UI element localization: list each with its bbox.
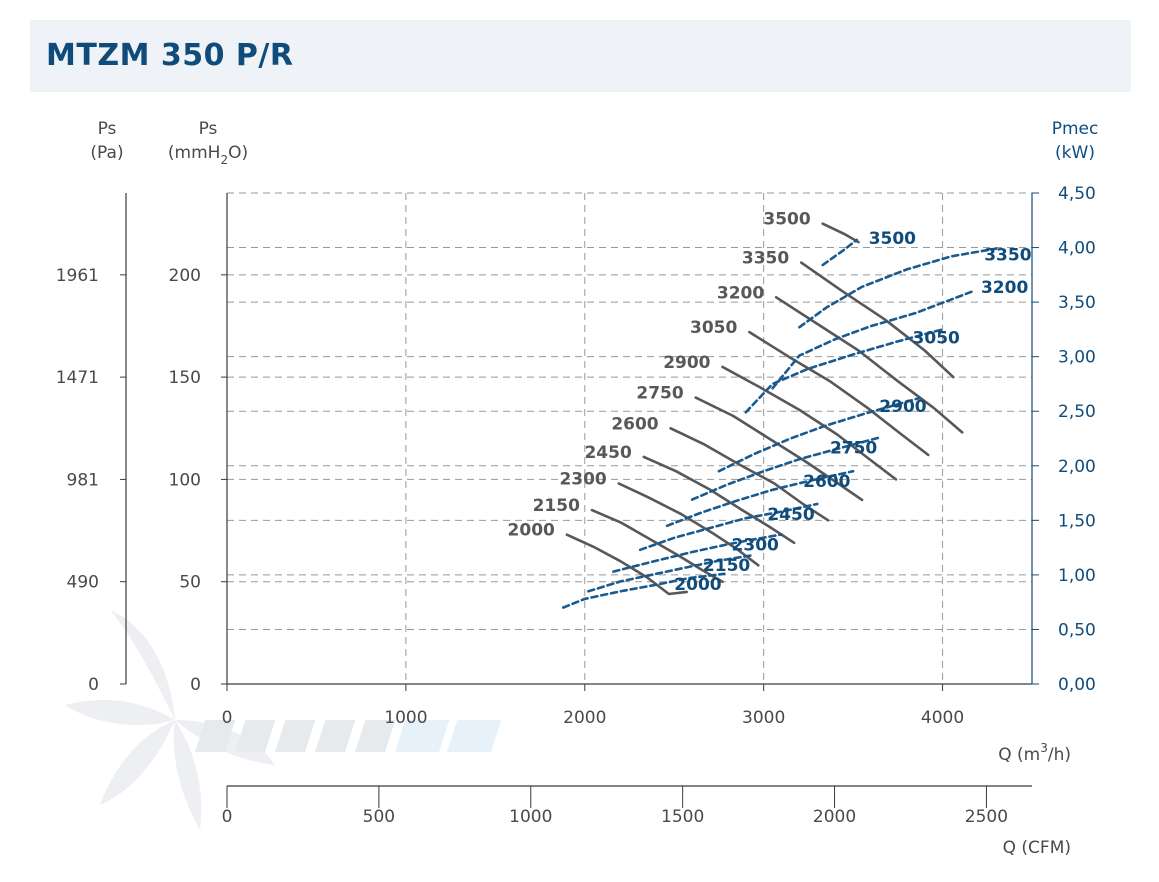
tick-label-flow-2: 2000 — [563, 708, 606, 728]
tick-label-mmh2o-1: 50 — [179, 573, 201, 593]
power-curve-2900 — [717, 396, 921, 473]
tick-label-mmh2o-2: 100 — [169, 470, 201, 490]
pressure-curve-label-3500: 3500 — [763, 210, 810, 230]
chart-grid — [227, 192, 1032, 684]
pressure-curve-2450 — [642, 455, 796, 545]
pressure-curve-label-3050: 3050 — [690, 318, 737, 338]
power-curve-label-3200: 3200 — [981, 278, 1028, 298]
power-curve-2000 — [562, 572, 726, 609]
tick-label-pa-1: 490 — [67, 573, 99, 593]
tick-label-cfm-3: 1500 — [661, 807, 704, 827]
tick-label-mmh2o-0: 0 — [190, 675, 201, 695]
pressure-curve-3050 — [748, 330, 930, 457]
x-axis-flow-title-base: Q (m — [998, 745, 1040, 765]
x-axis-flow-title: Q (m3/h) — [998, 741, 1071, 765]
y-axis-pa-title: Ps — [98, 119, 117, 139]
pressure-curve-2150 — [590, 508, 724, 583]
power-curve-label-2600: 2600 — [803, 472, 850, 492]
fan-logo-watermark — [65, 610, 502, 830]
tick-label-power-1: 0,50 — [1058, 620, 1096, 640]
power-curve-label-2300: 2300 — [732, 536, 779, 556]
pressure-curve-2900 — [721, 365, 898, 481]
power-curve-label-2900: 2900 — [879, 397, 926, 417]
pressure-curve-label-2900: 2900 — [663, 353, 710, 373]
power-curve-2600 — [665, 469, 855, 528]
power-curve-3050 — [744, 328, 944, 414]
tick-label-power-9: 4,50 — [1058, 184, 1096, 204]
y-axis-mmh2o-unit-base: (mmH — [168, 143, 221, 163]
tick-label-power-7: 3,50 — [1058, 293, 1096, 313]
tick-label-power-5: 2,50 — [1058, 402, 1096, 422]
tick-label-power-0: 0,00 — [1058, 675, 1096, 695]
power-curve-label-2750: 2750 — [830, 438, 877, 458]
pressure-curve-2000 — [565, 533, 688, 596]
y-axis-power-title: Pmec — [1052, 119, 1099, 139]
y-axis-mmh2o-unit-sub: 2 — [220, 153, 228, 167]
power-curve-2450 — [638, 502, 819, 552]
power-curve-label-3500: 3500 — [869, 229, 916, 249]
pressure-curve-label-2600: 2600 — [611, 414, 658, 434]
y-axis-mmh2o-unit-end: O) — [228, 143, 248, 163]
pressure-curve-2300 — [617, 482, 760, 567]
page-title: MTZM 350 P/R — [46, 38, 294, 73]
y-axis-mmh2o-unit: (mmH2O) — [168, 143, 248, 167]
tick-label-power-6: 3,00 — [1058, 348, 1096, 368]
tick-label-mmh2o-3: 150 — [169, 368, 201, 388]
x-axis-flow-title-end: /h) — [1048, 745, 1071, 765]
power-curve-2750 — [690, 436, 882, 501]
y-axis-mmh2o-title: Ps — [199, 119, 218, 139]
pressure-curve-label-3200: 3200 — [717, 283, 764, 303]
y-axis-power-unit: (kW) — [1055, 143, 1095, 163]
x-axis-cfm-title: Q (CFM) — [1003, 838, 1071, 858]
tick-label-cfm-0: 0 — [222, 807, 233, 827]
tick-label-flow-1: 1000 — [384, 708, 427, 728]
tick-label-cfm-4: 2000 — [813, 807, 856, 827]
power-curves — [562, 238, 998, 609]
pressure-curve-3350 — [799, 261, 955, 379]
tick-label-power-4: 2,00 — [1058, 457, 1096, 477]
power-curve-2300 — [612, 533, 783, 573]
tick-label-power-8: 4,00 — [1058, 239, 1096, 259]
tick-label-cfm-5: 2500 — [965, 807, 1008, 827]
pressure-curve-label-2000: 2000 — [508, 521, 555, 541]
tick-label-power-2: 1,00 — [1058, 566, 1096, 586]
power-curve-label-3050: 3050 — [913, 328, 960, 348]
power-curve-label-3350: 3350 — [984, 246, 1031, 266]
power-curve-label-2000: 2000 — [674, 575, 721, 595]
tick-label-mmh2o-4: 200 — [169, 266, 201, 286]
tick-label-pa-4: 1961 — [56, 266, 99, 286]
curve-labels: 2000215023002450260027502900305032003350… — [508, 210, 1032, 595]
tick-label-cfm-2: 1000 — [509, 807, 552, 827]
pressure-curve-label-2300: 2300 — [559, 470, 606, 490]
chart-ticks: 0501001502000490981147119610,000,501,001… — [56, 184, 1096, 827]
tick-label-cfm-1: 500 — [363, 807, 395, 827]
pressure-curve-label-3350: 3350 — [742, 249, 789, 269]
power-curve-2150 — [587, 553, 755, 593]
tick-label-flow-0: 0 — [222, 708, 233, 728]
tick-label-pa-2: 981 — [67, 470, 99, 490]
chart-axes — [125, 193, 1033, 787]
power-curve-3350 — [798, 247, 998, 329]
pressure-curve-label-2450: 2450 — [584, 443, 631, 463]
power-curve-label-2450: 2450 — [767, 505, 814, 525]
pressure-curve-2750 — [694, 396, 864, 502]
tick-label-flow-4: 4000 — [921, 708, 964, 728]
tick-label-flow-3: 3000 — [742, 708, 785, 728]
x-axis-flow-title-sup: 3 — [1040, 741, 1048, 755]
tick-label-power-3: 1,50 — [1058, 511, 1096, 531]
tick-label-pa-3: 1471 — [56, 368, 99, 388]
tick-label-pa-0: 0 — [88, 675, 99, 695]
power-curve-3500 — [821, 238, 858, 267]
pressure-curve-label-2150: 2150 — [533, 496, 580, 516]
power-curve-3200 — [771, 289, 975, 390]
y-axis-pa-unit: (Pa) — [90, 143, 123, 163]
power-curve-label-2150: 2150 — [703, 556, 750, 576]
pressure-curve-label-2750: 2750 — [636, 384, 683, 404]
pressure-curve-3500 — [821, 222, 860, 244]
title-bar: MTZM 350 P/R — [30, 20, 1131, 92]
